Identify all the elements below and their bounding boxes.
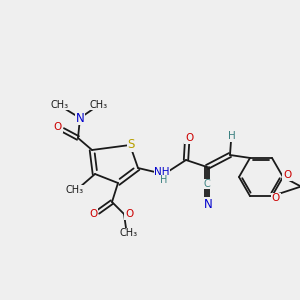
- Text: CH₃: CH₃: [66, 185, 84, 195]
- Text: O: O: [54, 122, 62, 132]
- Text: S: S: [127, 139, 135, 152]
- Text: O: O: [185, 133, 193, 143]
- Text: C: C: [204, 179, 210, 189]
- Text: N: N: [76, 112, 84, 124]
- Text: H: H: [228, 131, 236, 141]
- Text: O: O: [272, 193, 280, 203]
- Text: CH₃: CH₃: [90, 100, 108, 110]
- Text: N: N: [204, 197, 212, 211]
- Text: H: H: [160, 175, 168, 185]
- Text: O: O: [125, 209, 133, 219]
- Text: O: O: [283, 170, 291, 180]
- Text: CH₃: CH₃: [120, 228, 138, 238]
- Text: O: O: [89, 209, 97, 219]
- Text: NH: NH: [154, 167, 170, 177]
- Text: CH₃: CH₃: [51, 100, 69, 110]
